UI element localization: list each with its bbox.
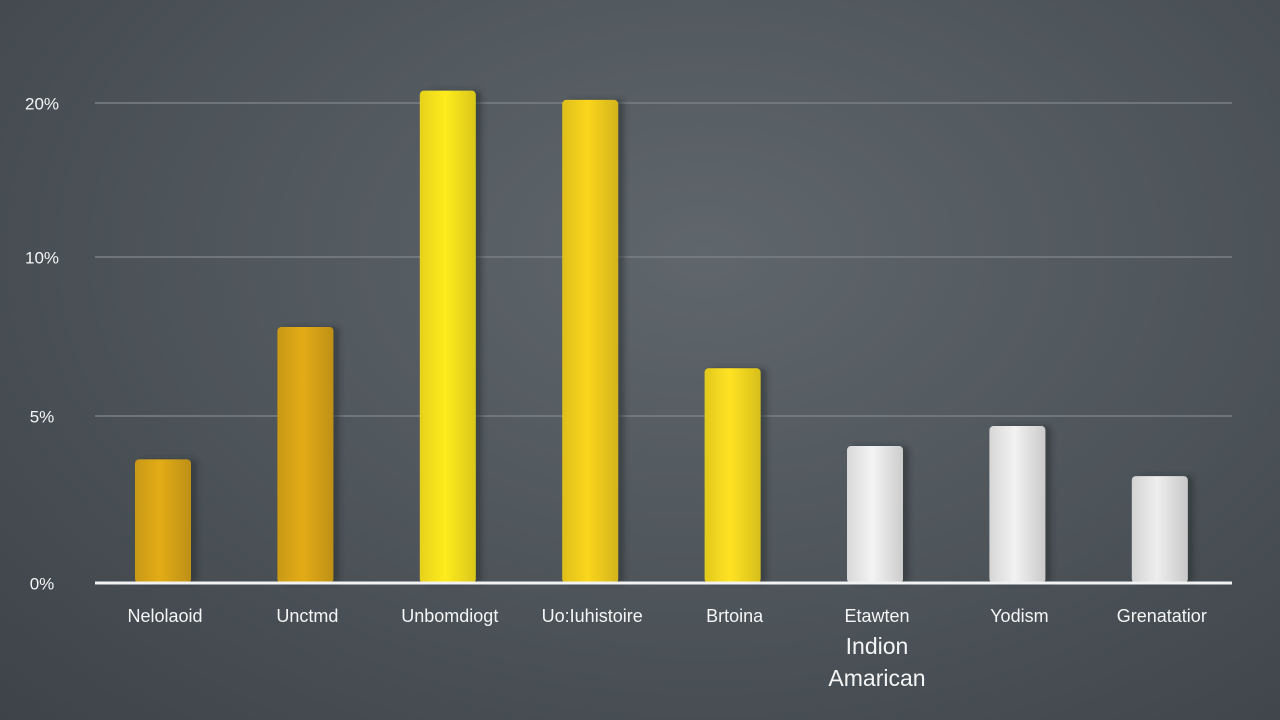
- x-tick-label: Brtoina: [706, 606, 764, 626]
- x-tick-label: Grenatatior: [1117, 606, 1207, 626]
- x-tick-label: Yodism: [990, 606, 1048, 626]
- x-axis-category-labels: Nelolaoid Unctmd Unbomdiogt Uo:Iuhistoire Br…: [127, 606, 1206, 691]
- y-tick-label: 5%: [30, 407, 55, 426]
- bar-6: [847, 446, 903, 583]
- x-tick-label-line: Indion: [846, 633, 909, 659]
- bar-4: [562, 99, 619, 584]
- y-tick-label: 0%: [30, 574, 55, 593]
- x-tick-label: Nelolaoid: [127, 606, 202, 626]
- x-tick-label-line: Unbomdiogt: [401, 606, 498, 626]
- x-tick-label-line: Brtoina: [706, 606, 764, 626]
- bar-1: [135, 459, 191, 583]
- bar-7: [989, 426, 1046, 583]
- bar-3: [419, 90, 476, 584]
- x-tick-label-line: Nelolaoid: [127, 606, 202, 626]
- x-tick-label-line: Yodism: [990, 606, 1048, 626]
- x-tick-label-line: Uo:Iuhistoire: [542, 606, 643, 626]
- bar-5: [704, 368, 761, 583]
- y-tick-label: 10%: [25, 248, 59, 267]
- x-tick-label: Unctmd: [276, 606, 338, 626]
- y-axis-tick-labels: 0% 5% 10% 20%: [25, 94, 59, 593]
- bars: [135, 90, 1188, 584]
- x-tick-label-line: Amarican: [828, 665, 925, 691]
- x-tick-label: Etawten Indion Amarican: [828, 606, 925, 691]
- gridlines: [95, 102, 1232, 417]
- bar-2: [277, 326, 334, 583]
- x-tick-label-line: Unctmd: [276, 606, 338, 626]
- x-tick-label-line: Grenatatior: [1117, 606, 1207, 626]
- bar-8: [1131, 476, 1188, 583]
- x-tick-label: Uo:Iuhistoire: [542, 606, 643, 626]
- x-tick-label: Unbomdiogt: [401, 606, 498, 626]
- x-tick-label-line: Etawten: [844, 606, 909, 626]
- y-tick-label: 20%: [25, 94, 59, 113]
